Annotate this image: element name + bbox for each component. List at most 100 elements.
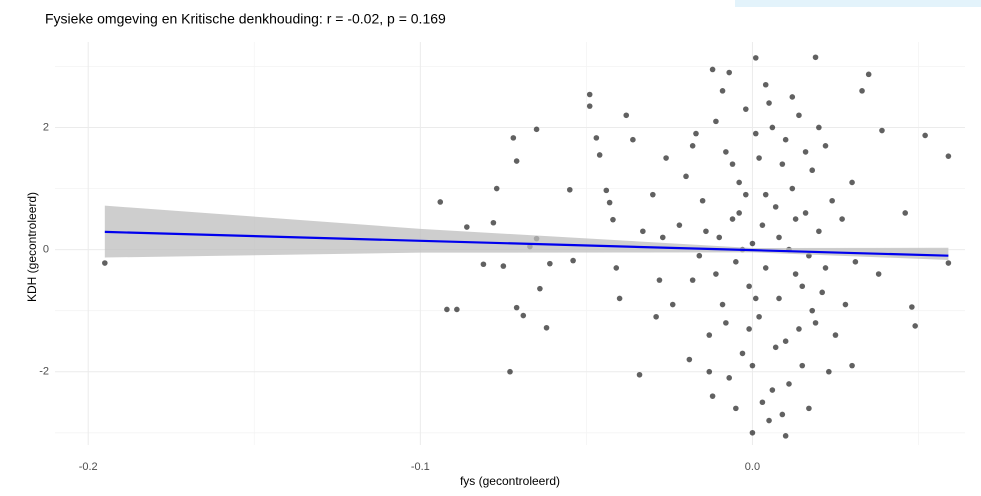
point xyxy=(909,304,915,310)
point xyxy=(683,173,689,180)
point xyxy=(507,368,513,375)
point xyxy=(676,222,683,228)
point xyxy=(779,411,786,418)
point xyxy=(706,368,713,375)
point xyxy=(593,135,600,141)
point xyxy=(752,55,759,61)
point xyxy=(802,210,809,216)
point xyxy=(776,295,782,302)
point xyxy=(902,210,909,216)
point xyxy=(437,199,444,205)
point xyxy=(816,228,822,235)
point xyxy=(709,66,716,73)
point xyxy=(782,136,789,143)
point xyxy=(812,54,819,61)
point xyxy=(879,127,885,134)
point xyxy=(839,216,845,222)
point xyxy=(819,289,825,296)
confidence-band xyxy=(104,205,949,260)
point xyxy=(713,271,719,277)
point xyxy=(822,143,829,149)
point xyxy=(603,187,610,194)
point xyxy=(746,326,752,332)
point xyxy=(520,312,527,319)
point xyxy=(922,132,928,139)
point xyxy=(749,362,756,369)
point xyxy=(842,301,849,308)
point xyxy=(772,204,779,210)
point xyxy=(945,260,952,266)
point xyxy=(533,126,540,133)
point xyxy=(762,191,769,198)
x-axis-label: fys (gecontroleerd) xyxy=(460,474,560,488)
point xyxy=(749,429,756,436)
fit-line xyxy=(104,230,949,257)
point xyxy=(689,277,696,283)
point xyxy=(779,161,786,167)
point xyxy=(769,387,776,393)
x-tick-label: -0.1 xyxy=(411,461,430,473)
point xyxy=(686,356,693,363)
point xyxy=(723,320,729,326)
point xyxy=(663,155,669,161)
point xyxy=(826,368,832,375)
point xyxy=(849,362,855,369)
point xyxy=(729,216,736,222)
point xyxy=(513,304,520,311)
point xyxy=(729,161,736,167)
point xyxy=(736,179,742,186)
point xyxy=(713,118,719,125)
point xyxy=(102,260,108,266)
point xyxy=(776,234,782,241)
point xyxy=(802,149,809,155)
point xyxy=(849,179,855,186)
point xyxy=(739,350,746,357)
point xyxy=(570,257,576,264)
point xyxy=(586,103,593,109)
point xyxy=(812,320,819,326)
point xyxy=(832,332,839,338)
point xyxy=(543,324,550,331)
point xyxy=(444,306,450,313)
point xyxy=(586,91,593,98)
point xyxy=(464,224,470,230)
point xyxy=(689,143,696,149)
point xyxy=(816,124,822,131)
point xyxy=(716,234,723,241)
y-tick-label: 2 xyxy=(43,121,49,133)
y-axis-label: KDH (gecontroleerd) xyxy=(25,192,39,302)
point xyxy=(736,210,742,216)
point xyxy=(513,158,520,164)
point xyxy=(723,149,729,155)
point xyxy=(766,100,772,106)
point xyxy=(809,167,816,174)
point xyxy=(454,306,460,313)
point xyxy=(772,344,779,351)
x-tick-label: -0.2 xyxy=(79,461,98,473)
point xyxy=(610,216,616,223)
chart-title: Fysieke omgeving en Kritische denkhoudin… xyxy=(45,11,446,27)
point xyxy=(746,283,752,290)
point xyxy=(653,313,659,320)
point xyxy=(656,277,663,283)
point xyxy=(829,197,835,204)
point xyxy=(630,136,636,143)
point xyxy=(726,375,732,381)
point xyxy=(759,399,766,406)
point xyxy=(792,271,799,277)
point xyxy=(699,197,706,204)
point xyxy=(792,216,799,222)
point xyxy=(719,301,726,308)
point xyxy=(733,405,739,412)
y-tick-label: 0 xyxy=(43,244,49,256)
marks xyxy=(102,54,952,439)
point xyxy=(696,252,703,259)
point xyxy=(799,283,806,290)
point xyxy=(669,301,676,308)
point xyxy=(606,199,613,206)
point xyxy=(733,259,739,265)
point xyxy=(799,362,806,369)
point xyxy=(756,313,762,320)
point xyxy=(510,135,517,141)
